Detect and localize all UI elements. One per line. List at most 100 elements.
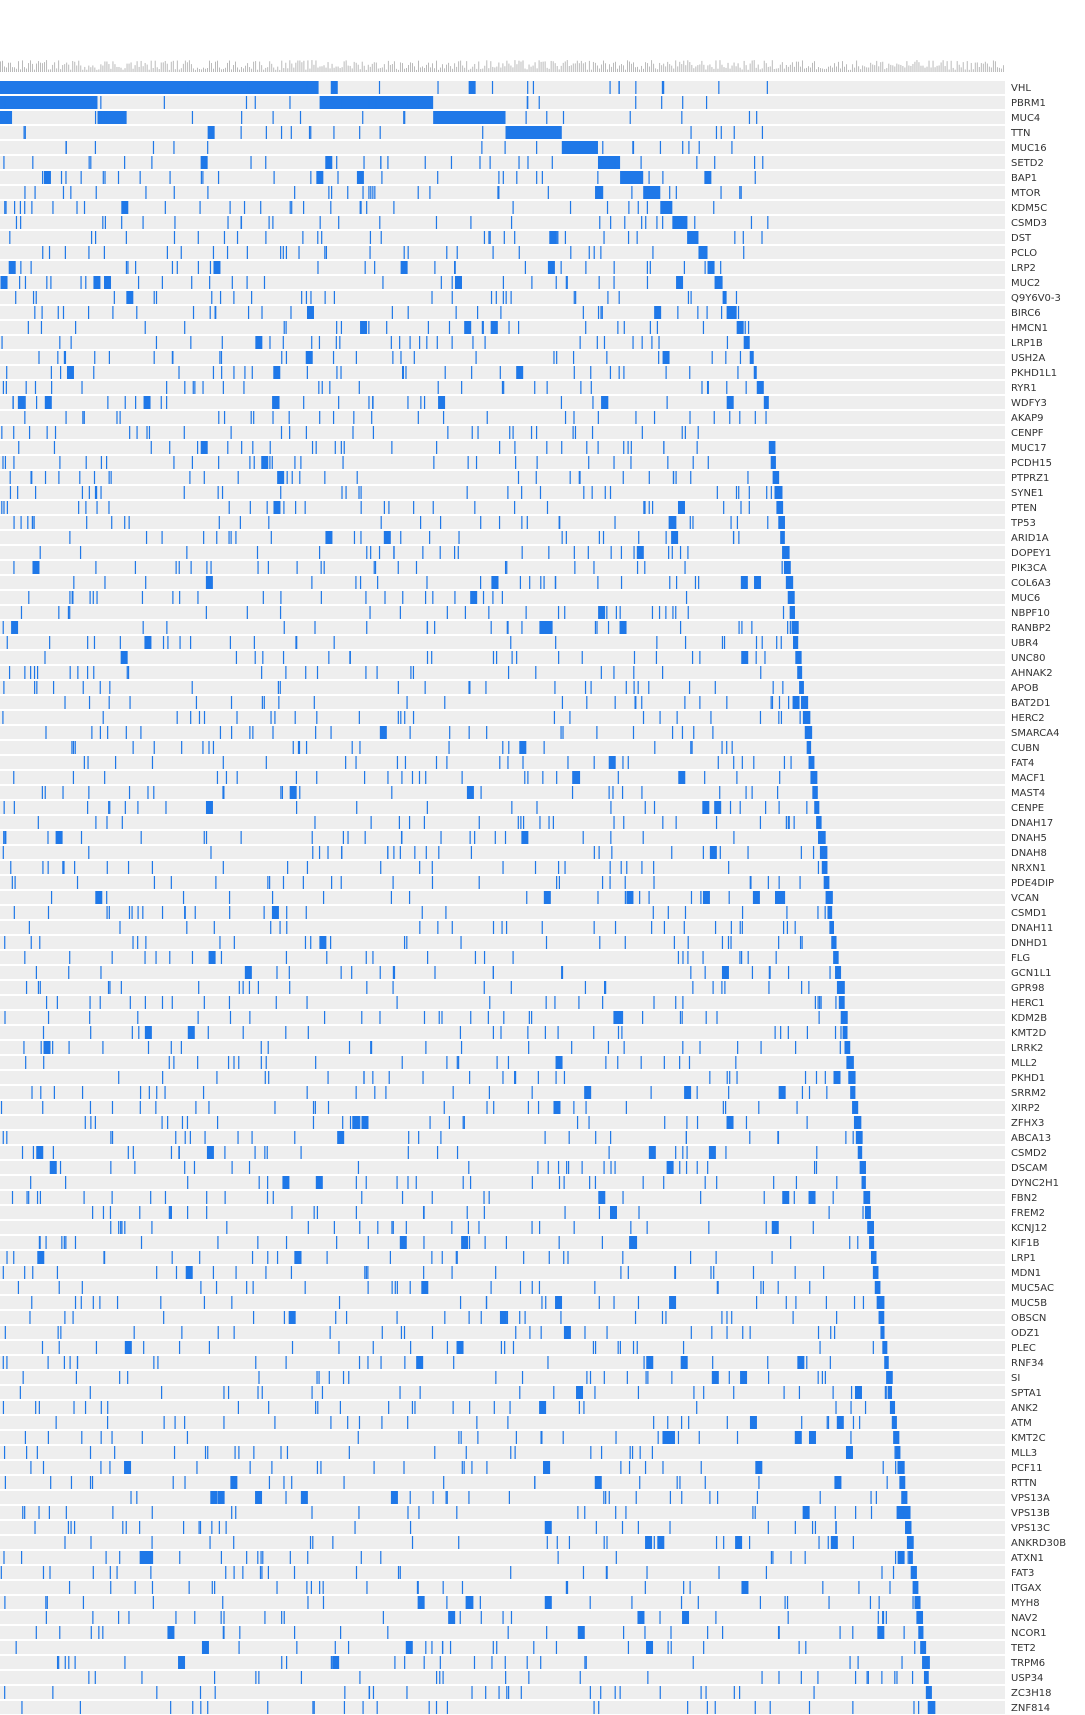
- summary-bar-300: [301, 62, 303, 72]
- mutation-tick-MUC2-27: [613, 276, 615, 289]
- mutation-tick-NRXN1-17: [306, 861, 309, 874]
- mutation-tick-MUC16-0: [688, 141, 690, 154]
- gene-label-VPS13B: VPS13B: [1011, 1508, 1050, 1519]
- mutation-tick-RTTN-4: [758, 1476, 760, 1489]
- mutation-tick-ANKRD30B-15: [827, 1536, 829, 1549]
- gene-label-AHNAK2: AHNAK2: [1011, 668, 1053, 679]
- mutation-tick-ZFHX3-16: [161, 1116, 163, 1129]
- mutation-tick-DOPEY1-1: [668, 546, 670, 559]
- mutation-tick-LRP1B-15: [282, 336, 284, 349]
- mutation-tick-ZFHX3-24: [90, 1116, 92, 1129]
- summary-bar-928: [932, 60, 934, 72]
- mutation-tick-BAT2D1-3: [263, 696, 265, 709]
- mutation-tick-ATXN1-24: [907, 1551, 909, 1564]
- summary-bar-436: [438, 69, 439, 72]
- mutation-tick-USH2A-14: [475, 351, 477, 364]
- mutation-tick-USP34-24: [896, 1671, 898, 1684]
- summary-bar-782: [785, 64, 787, 72]
- summary-bar-886: [890, 64, 892, 72]
- mutation-tick-HMCN1-4: [585, 321, 587, 334]
- mutation-tick-CENPE-4: [511, 801, 513, 814]
- mutation-tick-FBN2-12: [206, 1191, 208, 1204]
- mutation-tick-MUC5B-16: [545, 1296, 547, 1309]
- mutation-tick-CUBN-8: [721, 741, 723, 754]
- mutation-tick-DNHD1-23: [624, 936, 626, 949]
- mutation-tick-MAST4-6: [128, 786, 131, 799]
- mutation-tick-MLL2-16: [233, 1056, 235, 1069]
- summary-bar-16: [16, 68, 17, 72]
- summary-bar-916: [920, 65, 922, 72]
- mutation-tick-BIRC6-19: [697, 306, 699, 319]
- mutation-tick-TP53-26: [268, 516, 270, 529]
- mutation-tick-KMT2C-5: [893, 1431, 895, 1444]
- mutation-tick-CSMD1-19: [421, 906, 423, 919]
- mutation-tick-KDM5C-24: [360, 201, 362, 214]
- mutation-tick-SMARCA4-2: [560, 726, 562, 739]
- mutation-tick-MUC6-13: [141, 591, 144, 604]
- mutation-tick-RTTN-21: [343, 1476, 345, 1489]
- mutation-tick-FAT3-19: [765, 1566, 768, 1579]
- mutation-tick-PBRM1-15: [245, 96, 248, 109]
- mutation-tick-PCLO-29: [369, 246, 371, 259]
- mutation-tick-PTEN-21: [413, 501, 415, 514]
- mutation-tick-PKHD1L1-1: [444, 366, 446, 379]
- summary-bar-410: [412, 63, 413, 72]
- mutation-tick-PCLO-28: [166, 246, 168, 259]
- mutation-tick-COL6A3-15: [480, 576, 482, 589]
- mutation-tick-TP53-5: [27, 516, 29, 529]
- gene-row-NBPF10: [0, 606, 1005, 619]
- mutation-tick-USH2A-21: [281, 351, 283, 364]
- mutation-tick-KDM5C-3: [637, 201, 639, 214]
- mutation-tick-ANK2-18: [411, 1401, 414, 1414]
- mutation-tick-ANK2-7: [850, 1401, 852, 1414]
- mutation-tick-VCAN-21: [228, 891, 231, 904]
- mutation-tick-UBR4-0: [776, 636, 778, 649]
- summary-bar-968: [972, 69, 974, 72]
- mutation-tick-USH2A-23: [553, 351, 555, 364]
- mutation-tick-OBSCN-5: [29, 1311, 31, 1324]
- mutation-tick-PKHD1-22: [388, 1071, 390, 1084]
- mutation-tick-GCN1L1-20: [100, 966, 102, 979]
- mutation-tick-KCNJ12-23: [118, 1221, 120, 1234]
- mutation-tick-MLL3-24: [894, 1446, 896, 1459]
- mutation-tick-RTTN-6: [70, 1476, 73, 1489]
- mutation-stair-FLG: [833, 951, 839, 964]
- mutation-tick-COL6A3-5: [543, 576, 545, 589]
- summary-bar-736: [739, 67, 741, 72]
- mutation-stair-ODZ1: [880, 1326, 885, 1339]
- mutation-tick-UNC80-19: [431, 651, 433, 664]
- summary-bar-230: [231, 69, 232, 72]
- summary-bar-92: [92, 65, 94, 72]
- mutation-tick-BAT2D1-16: [614, 696, 616, 709]
- mutation-tick-UBR4-4: [721, 636, 724, 649]
- mutation-block-TTN-6: [505, 126, 562, 139]
- mutation-tick-Q9Y6V0-3-17: [233, 291, 235, 304]
- mutation-tick-ANK2-15: [414, 1401, 416, 1414]
- mutation-tick-LRP1B-22: [418, 336, 421, 349]
- summary-bar-866: [870, 62, 872, 72]
- summary-bar-990: [994, 61, 996, 72]
- mutation-stair-VPS13C: [905, 1521, 912, 1534]
- mutation-tick-LRRK2-16: [23, 1041, 25, 1054]
- mutation-tick-PLEC-8: [446, 1341, 449, 1354]
- summary-bar-640: [643, 68, 644, 72]
- mutation-tick-ZC3H18-11: [813, 1686, 815, 1699]
- summary-bar-40: [40, 62, 41, 72]
- mutation-tick-LRP1-14: [267, 1251, 269, 1264]
- mutation-tick-MUC17-28: [311, 441, 314, 454]
- mutation-tick-SPTA1-9: [693, 1386, 695, 1399]
- mutation-tick-ABCA13-22: [685, 1131, 687, 1144]
- summary-bar-180: [180, 68, 182, 72]
- mutation-tick-DNAH8-11: [800, 846, 802, 859]
- mutation-tick-MAST4-23: [745, 786, 747, 799]
- mutation-tick-CSMD1-1: [271, 906, 279, 919]
- mutation-tick-APOB-22: [191, 681, 193, 694]
- mutation-tick-Q9Y6V0-3-13: [502, 291, 504, 304]
- mutation-tick-VPS13B-8: [407, 1506, 409, 1519]
- gene-row-MLL2: [0, 1056, 1005, 1069]
- mutation-tick-SETD2-16: [714, 156, 716, 169]
- summary-bar-486: [488, 68, 490, 72]
- mutation-tick-WDFY3-1: [423, 396, 426, 409]
- mutation-tick-RANBP2-3: [283, 621, 285, 634]
- mutation-tick-DSCAM-24: [610, 1161, 612, 1174]
